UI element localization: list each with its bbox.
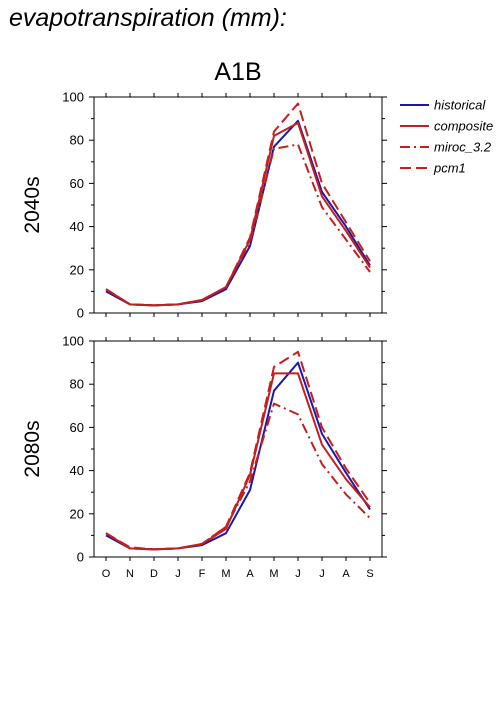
- figure-title: evapotranspiration (mm):: [9, 4, 287, 32]
- legend-label: miroc_3.2: [434, 140, 492, 155]
- x-tick-label: J: [319, 568, 325, 580]
- series-line-pcm1: [105, 102, 371, 307]
- series-line-miroc: [105, 143, 371, 307]
- series-line-pcm1: [105, 350, 371, 551]
- x-tick-label: A: [342, 568, 350, 580]
- y-tick-label: 100: [62, 334, 84, 349]
- x-tick-label: M: [269, 568, 278, 580]
- row-label: 2040s: [21, 176, 44, 233]
- y-tick-label: 0: [77, 306, 84, 321]
- y-tick-label: 0: [77, 550, 84, 565]
- y-tick-label: 60: [70, 176, 84, 191]
- series-line-historical: [105, 119, 371, 307]
- panel-2040s: 0 20 40 60 80 100 2040s: [21, 90, 387, 321]
- legend: historical composite miroc_3.2 pcm1: [400, 98, 493, 176]
- scenario-title: A1B: [214, 58, 261, 86]
- y-tick-label: 80: [70, 133, 84, 148]
- x-tick-label: D: [150, 568, 158, 580]
- x-tick-label: F: [199, 568, 206, 580]
- y-tick-label: 100: [62, 90, 84, 105]
- chart-panels: 0 20 40 60 80 100 2040s 0 20 40 60 80 100 O N D J F M A M J J A…: [21, 90, 387, 580]
- series-line-composite: [105, 372, 371, 551]
- legend-label: historical: [434, 98, 486, 113]
- series-line-composite: [105, 121, 371, 307]
- y-tick-label: 40: [70, 219, 84, 234]
- x-tick-label: A: [246, 568, 254, 580]
- y-tick-label: 60: [70, 420, 84, 435]
- y-tick-label: 80: [70, 377, 84, 392]
- x-tick-label: J: [175, 568, 181, 580]
- x-tick-label: J: [295, 568, 301, 580]
- x-tick-label: S: [366, 568, 373, 580]
- y-tick-label: 20: [70, 506, 84, 521]
- legend-item-miroc: miroc_3.2: [400, 140, 492, 155]
- row-label: 2080s: [21, 420, 44, 477]
- legend-item-pcm1: pcm1: [400, 161, 466, 176]
- legend-item-composite: composite: [400, 119, 493, 134]
- panel-2080s: 0 20 40 60 80 100 O N D J F M A M J J A S 2080s: [21, 334, 387, 580]
- legend-label: pcm1: [433, 161, 466, 176]
- plot-frame: [93, 340, 383, 558]
- x-tick-label: O: [102, 568, 111, 580]
- y-tick-label: 40: [70, 463, 84, 478]
- plot-frame: [93, 96, 383, 314]
- x-tick-label: N: [126, 568, 134, 580]
- series-line-miroc: [105, 402, 371, 551]
- y-tick-label: 20: [70, 262, 84, 277]
- legend-label: composite: [434, 119, 493, 134]
- x-tick-label: M: [221, 568, 230, 580]
- legend-item-historical: historical: [400, 98, 486, 113]
